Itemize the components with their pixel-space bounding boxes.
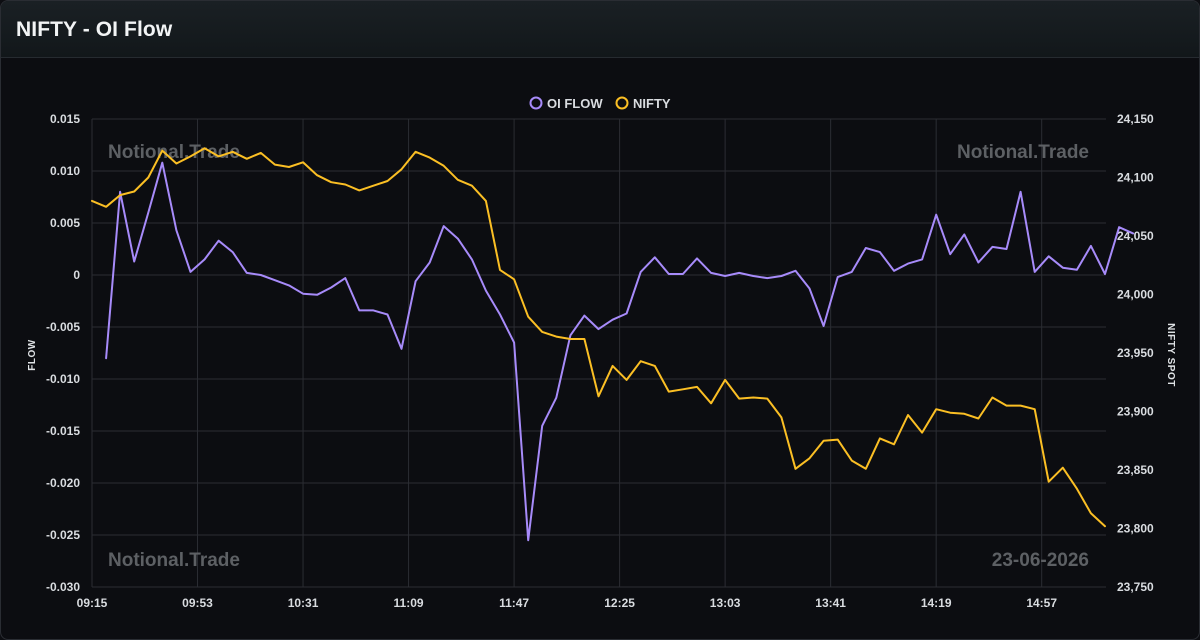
y-left-tick-label: -0.015	[46, 424, 80, 438]
watermark-top-left: Notional.Trade	[108, 142, 240, 163]
legend: OI FLOW NIFTY	[529, 96, 671, 111]
y-right-tick-label: 23,850	[1117, 463, 1154, 477]
x-tick-label: 09:15	[77, 596, 108, 610]
series-line-oi-flow	[105, 161, 1135, 542]
y-left-tick-label: -0.025	[46, 528, 80, 542]
x-tick-label: 13:41	[815, 596, 846, 610]
legend-marker-oi-flow	[529, 96, 543, 110]
watermark-bottom-left: Notional.Trade	[108, 550, 240, 571]
y-left-axis-ticks: 0.015 0.010 0.005 0 -0.005 -0.010 -0.015 -0.020…	[46, 112, 80, 594]
oi-flow-chart: 09:15 09:53 10:31 11:09 11:47 12:25 13:03 13:41…	[27, 96, 1176, 610]
y-left-tick-label: -0.005	[46, 320, 80, 334]
y-left-tick-label: -0.010	[46, 372, 80, 386]
y-right-tick-label: 23,950	[1117, 346, 1154, 360]
x-tick-label: 11:47	[499, 596, 529, 610]
y-right-axis-title: NIFTY SPOT	[1165, 323, 1176, 387]
legend-marker-nifty	[615, 96, 629, 110]
page-title: NIFTY - OI Flow	[16, 18, 173, 41]
y-left-tick-label: 0	[73, 268, 80, 282]
y-left-tick-label: -0.030	[46, 580, 80, 594]
card-header: NIFTY - OI Flow	[1, 1, 1199, 58]
y-right-axis-ticks: 24,150 24,100 24,050 24,000 23,950 23,900 23,8…	[1117, 112, 1154, 594]
watermark-date: 23-06-2026	[992, 550, 1089, 571]
y-right-tick-label: 24,050	[1117, 229, 1154, 243]
y-left-tick-label: 0.005	[50, 216, 80, 230]
y-right-tick-label: 23,900	[1117, 405, 1154, 419]
legend-label-nifty: NIFTY	[633, 96, 671, 111]
x-axis-ticks: 09:15 09:53 10:31 11:09 11:47 12:25 13:03 13:41…	[77, 596, 1058, 610]
y-left-tick-label: 0.010	[50, 164, 80, 178]
y-right-tick-label: 23,800	[1117, 522, 1154, 536]
y-right-tick-label: 24,100	[1117, 171, 1154, 185]
y-left-tick-label: 0.015	[50, 112, 80, 126]
x-tick-label: 14:19	[921, 596, 952, 610]
legend-item-oi-flow[interactable]: OI FLOW	[529, 96, 604, 111]
grid-lines	[91, 118, 1106, 588]
legend-item-nifty[interactable]: NIFTY	[615, 96, 671, 111]
y-left-axis-title: FLOW	[27, 339, 38, 370]
y-right-tick-label: 24,000	[1117, 288, 1154, 302]
legend-label-oi-flow: OI FLOW	[547, 96, 603, 111]
x-tick-label: 14:57	[1026, 596, 1057, 610]
x-tick-label: 13:03	[710, 596, 741, 610]
x-tick-label: 09:53	[182, 596, 213, 610]
watermark-top-right: Notional.Trade	[957, 142, 1089, 163]
y-right-tick-label: 23,750	[1117, 580, 1154, 594]
series-line-nifty	[91, 147, 1106, 528]
x-tick-label: 12:25	[604, 596, 635, 610]
y-left-tick-label: -0.020	[46, 476, 80, 490]
x-tick-label: 11:09	[394, 596, 424, 610]
x-tick-label: 10:31	[288, 596, 319, 610]
y-right-tick-label: 24,150	[1117, 112, 1154, 126]
